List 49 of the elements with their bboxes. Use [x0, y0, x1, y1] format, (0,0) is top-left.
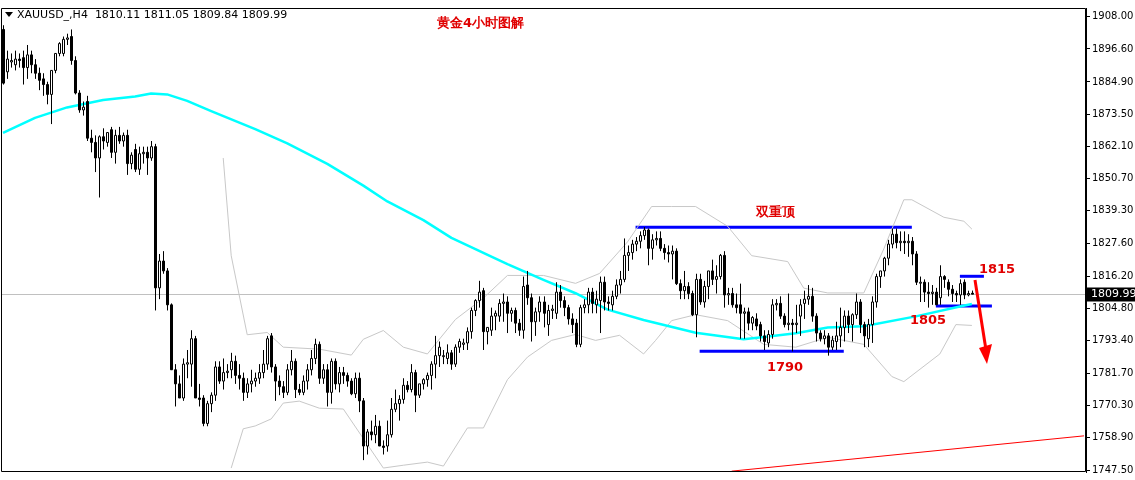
candlestick — [434, 335, 437, 379]
candlestick — [246, 377, 249, 399]
candlestick — [222, 357, 225, 391]
y-tick-label: 1781.70 — [1092, 367, 1134, 379]
candlestick — [326, 363, 329, 407]
candlestick — [739, 283, 742, 340]
candlestick — [647, 228, 650, 266]
candlestick — [34, 58, 37, 80]
y-tick-label: 1873.50 — [1092, 107, 1134, 119]
y-tick-label: 1896.60 — [1092, 42, 1134, 54]
annotation: 1805 — [909, 312, 947, 328]
candlestick — [579, 304, 582, 348]
candlestick — [86, 95, 89, 142]
candlestick — [827, 332, 830, 357]
candlestick — [799, 298, 802, 337]
y-tick-label: 1793.40 — [1092, 333, 1134, 345]
y-tick-label: 1827.60 — [1092, 237, 1134, 249]
candlestick — [707, 270, 710, 300]
y-tick-label: 1804.80 — [1092, 301, 1134, 313]
candlestick — [110, 126, 113, 159]
candlestick — [266, 335, 269, 371]
chart-subtitle: XAUUSD_,H4 1810.11 1811.05 1809.84 1809.99 — [17, 8, 288, 21]
candlestick — [286, 363, 289, 396]
candlestick — [450, 349, 453, 371]
candlestick — [214, 360, 217, 402]
candlestick — [258, 363, 261, 385]
ref-line-label: 1809.99 — [1091, 287, 1135, 301]
candlestick — [414, 369, 417, 413]
y-tick-label: 1839.30 — [1092, 204, 1134, 216]
y-tick-label: 1747.50 — [1092, 463, 1134, 475]
candlestick — [446, 343, 449, 365]
candlestick — [747, 307, 750, 331]
candlestick — [134, 143, 137, 173]
annotation: 1790 — [766, 359, 804, 375]
y-tick-label: 1884.90 — [1092, 75, 1134, 87]
annotation: 1815 — [978, 261, 1016, 277]
y-tick-label: 1758.90 — [1092, 431, 1134, 443]
candlestick — [711, 259, 714, 286]
candlestick — [138, 146, 141, 176]
y-tick-label: 1862.10 — [1092, 139, 1134, 151]
y-tick-label: 1908.00 — [1092, 10, 1134, 22]
y-tick-label: 1816.20 — [1092, 269, 1134, 281]
y-tick-label: 1850.70 — [1092, 172, 1134, 184]
candlestick — [651, 233, 654, 261]
annotation: 双重顶 — [754, 204, 796, 220]
text: 黄金4小时图解 — [437, 14, 525, 32]
y-tick-label: 1770.30 — [1092, 399, 1134, 411]
candlestick — [771, 298, 774, 340]
candlestick — [743, 307, 746, 340]
